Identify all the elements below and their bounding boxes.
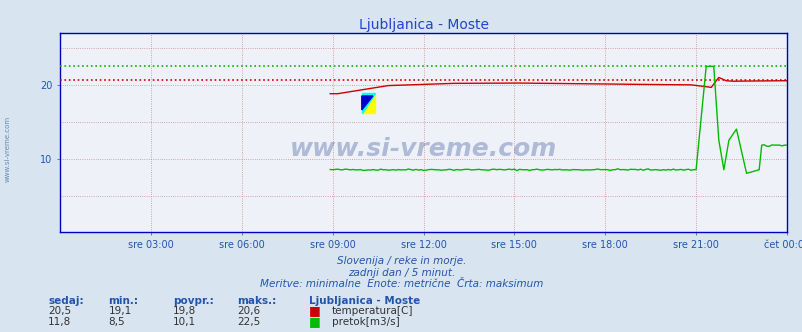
Text: pretok[m3/s]: pretok[m3/s] (331, 317, 399, 327)
Text: Slovenija / reke in morje.: Slovenija / reke in morje. (336, 256, 466, 266)
Text: 10,1: 10,1 (172, 317, 196, 327)
Text: ■: ■ (309, 315, 321, 328)
Polygon shape (362, 96, 372, 110)
Title: Ljubljanica - Moste: Ljubljanica - Moste (358, 18, 488, 32)
Text: Meritve: minimalne  Enote: metrične  Črta: maksimum: Meritve: minimalne Enote: metrične Črta:… (260, 279, 542, 289)
Polygon shape (362, 93, 375, 113)
Text: sedaj:: sedaj: (48, 296, 83, 306)
Text: 19,8: 19,8 (172, 306, 196, 316)
Text: 22,5: 22,5 (237, 317, 260, 327)
Text: Ljubljanica - Moste: Ljubljanica - Moste (309, 296, 420, 306)
Text: 19,1: 19,1 (108, 306, 132, 316)
Text: maks.:: maks.: (237, 296, 276, 306)
Text: 20,6: 20,6 (237, 306, 260, 316)
Polygon shape (362, 93, 375, 113)
Text: min.:: min.: (108, 296, 138, 306)
Text: zadnji dan / 5 minut.: zadnji dan / 5 minut. (347, 268, 455, 278)
Text: 20,5: 20,5 (48, 306, 71, 316)
Text: 8,5: 8,5 (108, 317, 125, 327)
Text: povpr.:: povpr.: (172, 296, 213, 306)
Text: 11,8: 11,8 (48, 317, 71, 327)
Text: www.si-vreme.com: www.si-vreme.com (5, 116, 11, 183)
Text: temperatura[C]: temperatura[C] (331, 306, 412, 316)
Text: www.si-vreme.com: www.si-vreme.com (290, 137, 557, 161)
Text: ■: ■ (309, 304, 321, 317)
